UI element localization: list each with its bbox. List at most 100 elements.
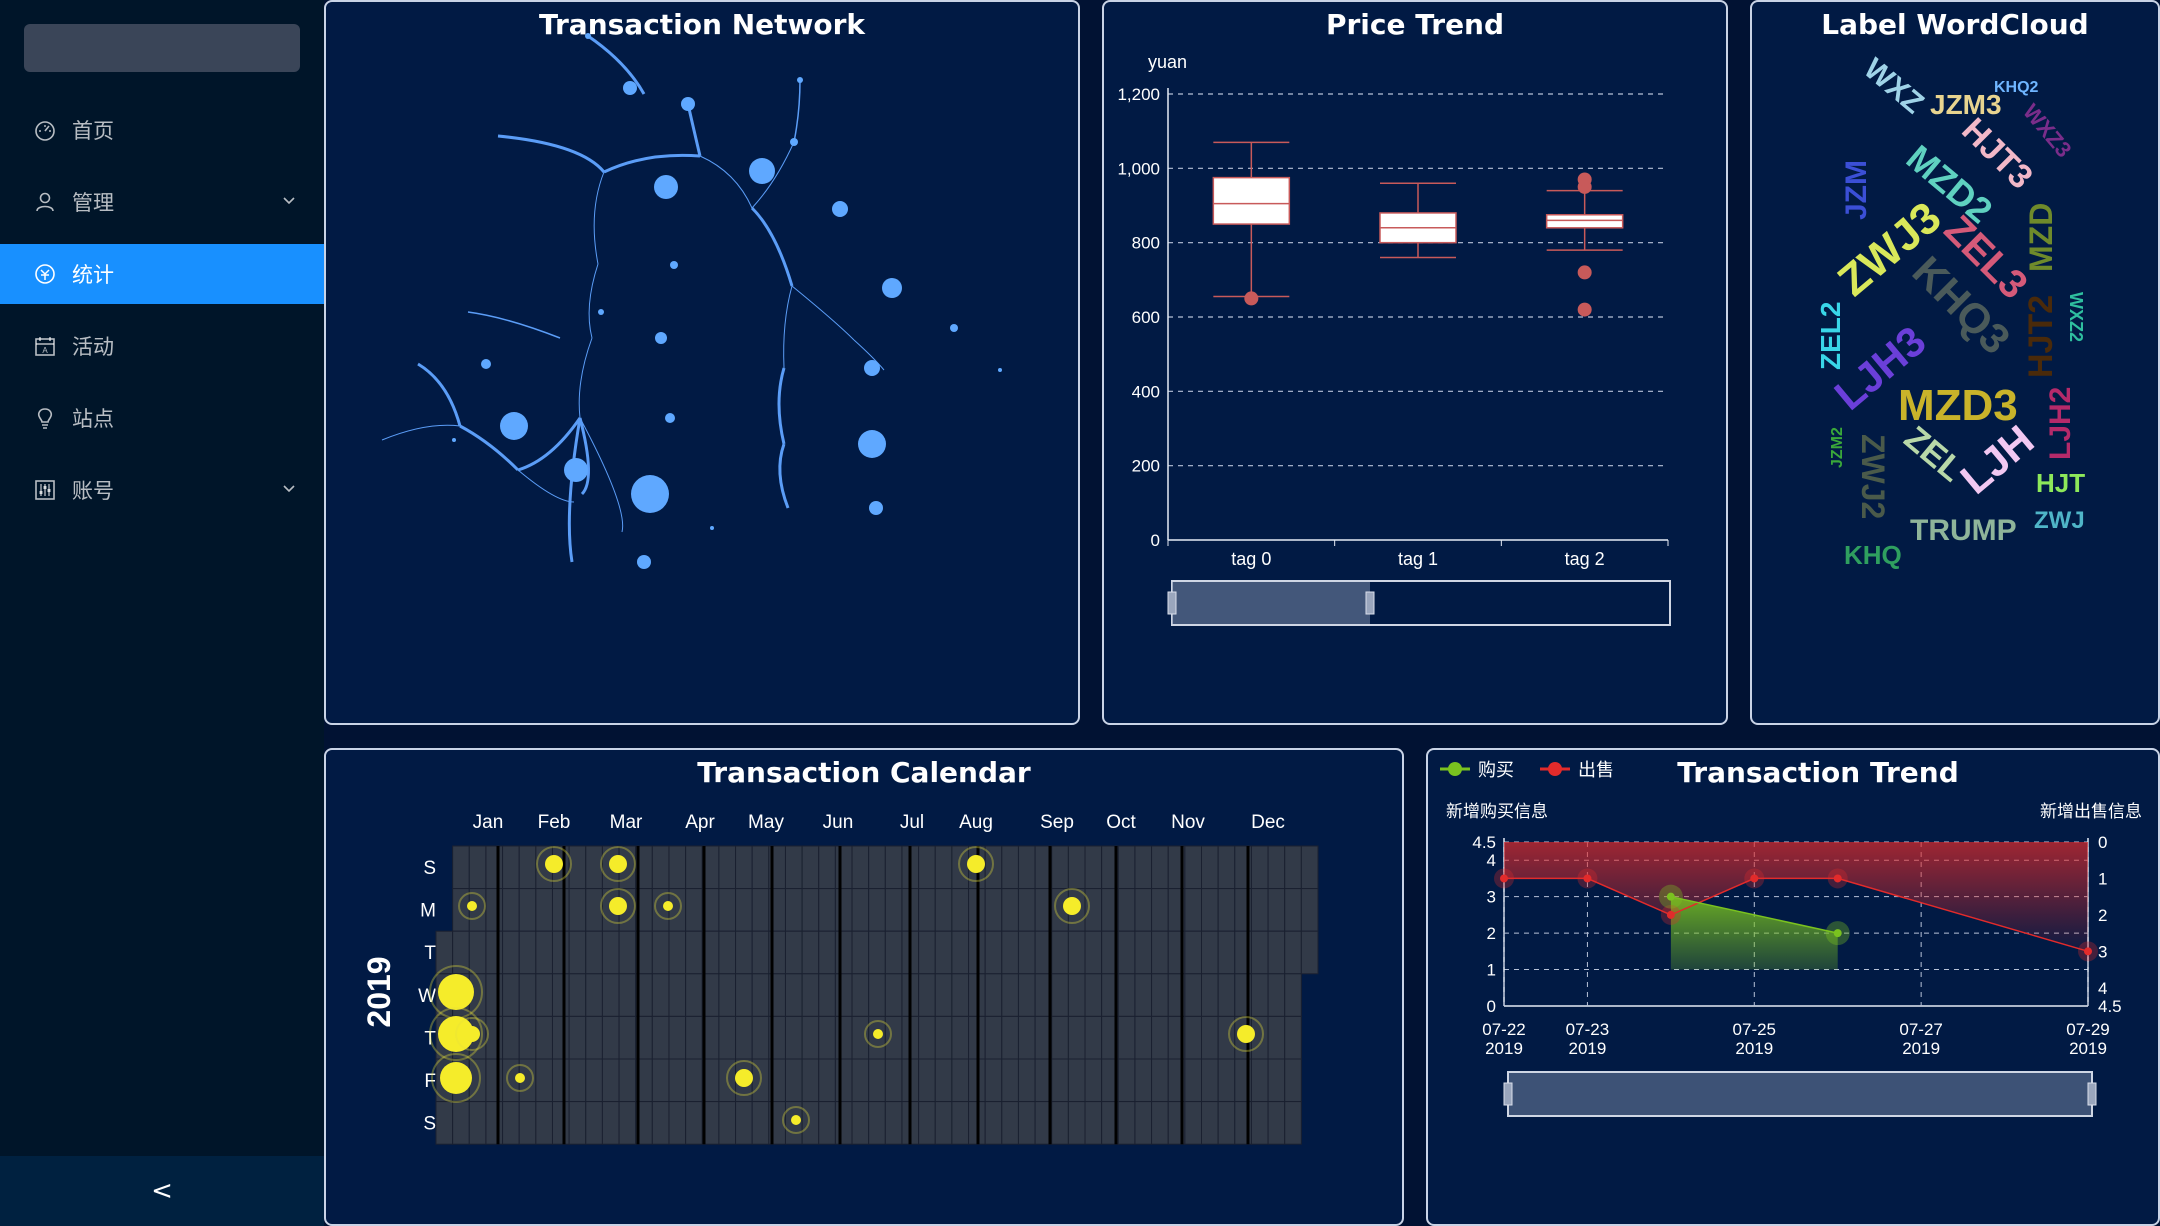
calendar-day-cell[interactable]: [818, 1015, 836, 1060]
calendar-day-cell[interactable]: [851, 888, 870, 932]
calendar-day-cell[interactable]: [601, 1058, 620, 1103]
calendar-day-cell[interactable]: [735, 888, 753, 932]
network-node[interactable]: [790, 138, 798, 146]
transaction-bubble[interactable]: [440, 1062, 472, 1094]
calendar-day-cell[interactable]: [751, 845, 770, 890]
calendar-day-cell[interactable]: [801, 1058, 820, 1103]
word[interactable]: JZM3: [1930, 89, 2002, 120]
calendar-day-cell[interactable]: [535, 1015, 553, 1060]
calendar-day-cell[interactable]: [1250, 888, 1269, 932]
transaction-bubble[interactable]: [464, 1026, 480, 1042]
calendar-day-cell[interactable]: [868, 888, 886, 932]
calendar-day-cell[interactable]: [1284, 845, 1302, 890]
calendar-day-cell[interactable]: [502, 888, 520, 932]
calendar-day-cell[interactable]: [518, 930, 537, 975]
calendar-day-cell[interactable]: [735, 1101, 753, 1145]
calendar-day-cell[interactable]: [551, 1101, 570, 1145]
calendar-day-cell[interactable]: [918, 973, 936, 1017]
calendar-day-cell[interactable]: [984, 1058, 1003, 1103]
network-graph[interactable]: [326, 2, 1080, 725]
calendar-day-cell[interactable]: [618, 1015, 637, 1060]
word[interactable]: MZD3: [1898, 381, 2018, 430]
calendar-day-cell[interactable]: [1250, 1101, 1269, 1145]
calendar-day-cell[interactable]: [868, 930, 886, 975]
calendar-day-cell[interactable]: [551, 930, 570, 975]
calendar-day-cell[interactable]: [834, 1058, 853, 1103]
calendar-day-cell[interactable]: [1267, 930, 1286, 975]
word[interactable]: LJH2: [2044, 387, 2077, 460]
series-point[interactable]: [1500, 874, 1508, 883]
calendar-day-cell[interactable]: [1250, 973, 1269, 1017]
calendar-day-cell[interactable]: [751, 973, 770, 1017]
calendar-day-cell[interactable]: [1017, 888, 1036, 932]
calendar-day-cell[interactable]: [1184, 1015, 1203, 1060]
calendar-day-cell[interactable]: [1017, 1058, 1036, 1103]
calendar-day-cell[interactable]: [818, 930, 836, 975]
calendar-day-cell[interactable]: [934, 845, 953, 890]
calendar-day-cell[interactable]: [601, 1015, 620, 1060]
calendar-day-cell[interactable]: [784, 1058, 803, 1103]
calendar-day-cell[interactable]: [934, 888, 953, 932]
transaction-bubble[interactable]: [438, 1016, 474, 1052]
transaction-bubble[interactable]: [967, 855, 985, 873]
calendar-day-cell[interactable]: [1084, 1015, 1103, 1060]
calendar-day-cell[interactable]: [784, 1015, 803, 1060]
calendar-day-cell[interactable]: [1084, 1101, 1103, 1145]
legend-item-buy[interactable]: 购买: [1440, 760, 1514, 780]
calendar-day-cell[interactable]: [668, 845, 687, 890]
calendar-day-cell[interactable]: [618, 1101, 637, 1145]
calendar-day-cell[interactable]: [1267, 888, 1286, 932]
network-node[interactable]: [631, 475, 669, 513]
calendar-day-cell[interactable]: [884, 1058, 903, 1103]
calendar-day-cell[interactable]: [1001, 1015, 1019, 1060]
calendar-day-cell[interactable]: [735, 1015, 753, 1060]
calendar-day-cell[interactable]: [651, 1015, 670, 1060]
calendar-day-cell[interactable]: [718, 1015, 737, 1060]
calendar-day-cell[interactable]: [685, 973, 703, 1017]
calendar-day-cell[interactable]: [1084, 845, 1103, 890]
calendar-day-cell[interactable]: [1084, 1058, 1103, 1103]
calendar-day-cell[interactable]: [1001, 930, 1019, 975]
calendar-day-cell[interactable]: [1117, 888, 1136, 932]
calendar-day-cell[interactable]: [1201, 1058, 1219, 1103]
calendar-day-cell[interactable]: [1184, 930, 1203, 975]
calendar-day-cell[interactable]: [1134, 973, 1153, 1017]
calendar-day-cell[interactable]: [868, 973, 886, 1017]
calendar-day-cell[interactable]: [1051, 1101, 1069, 1145]
calendar-day-cell[interactable]: [1117, 1101, 1136, 1145]
network-node[interactable]: [749, 158, 775, 184]
network-node[interactable]: [654, 175, 678, 199]
series-point[interactable]: [1583, 874, 1592, 883]
calendar-day-cell[interactable]: [1067, 930, 1086, 975]
transaction-bubble[interactable]: [1063, 897, 1081, 915]
word[interactable]: JZM: [1840, 160, 1873, 220]
calendar-day-cell[interactable]: [1117, 930, 1136, 975]
calendar-day-cell[interactable]: [1117, 973, 1136, 1017]
word[interactable]: KHQ: [1844, 540, 1902, 570]
calendar-day-cell[interactable]: [1184, 973, 1203, 1017]
transaction-bubble[interactable]: [873, 1029, 883, 1039]
calendar-day-cell[interactable]: [951, 930, 970, 975]
network-node[interactable]: [710, 526, 714, 530]
transaction-bubble[interactable]: [735, 1069, 753, 1087]
calendar-day-cell[interactable]: [1051, 973, 1069, 1017]
calendar-day-cell[interactable]: [485, 1058, 504, 1103]
calendar-day-cell[interactable]: [452, 1101, 470, 1145]
calendar-day-cell[interactable]: [668, 1101, 687, 1145]
calendar-day-cell[interactable]: [551, 1058, 570, 1103]
calendar-day-cell[interactable]: [651, 973, 670, 1017]
calendar-day-cell[interactable]: [1201, 1015, 1219, 1060]
calendar-day-cell[interactable]: [934, 973, 953, 1017]
calendar-day-cell[interactable]: [1201, 930, 1219, 975]
calendar-day-cell[interactable]: [801, 845, 820, 890]
calendar-day-cell[interactable]: [1151, 845, 1169, 890]
calendar-day-cell[interactable]: [818, 1101, 836, 1145]
calendar-day-cell[interactable]: [1267, 973, 1286, 1017]
calendar-day-cell[interactable]: [1284, 1101, 1302, 1145]
calendar-day-cell[interactable]: [435, 1101, 454, 1145]
word[interactable]: HJT2: [2022, 295, 2060, 378]
calendar-day-cell[interactable]: [568, 1101, 587, 1145]
calendar-day-cell[interactable]: [784, 930, 803, 975]
calendar-day-cell[interactable]: [585, 888, 603, 932]
calendar-day-cell[interactable]: [551, 1015, 570, 1060]
